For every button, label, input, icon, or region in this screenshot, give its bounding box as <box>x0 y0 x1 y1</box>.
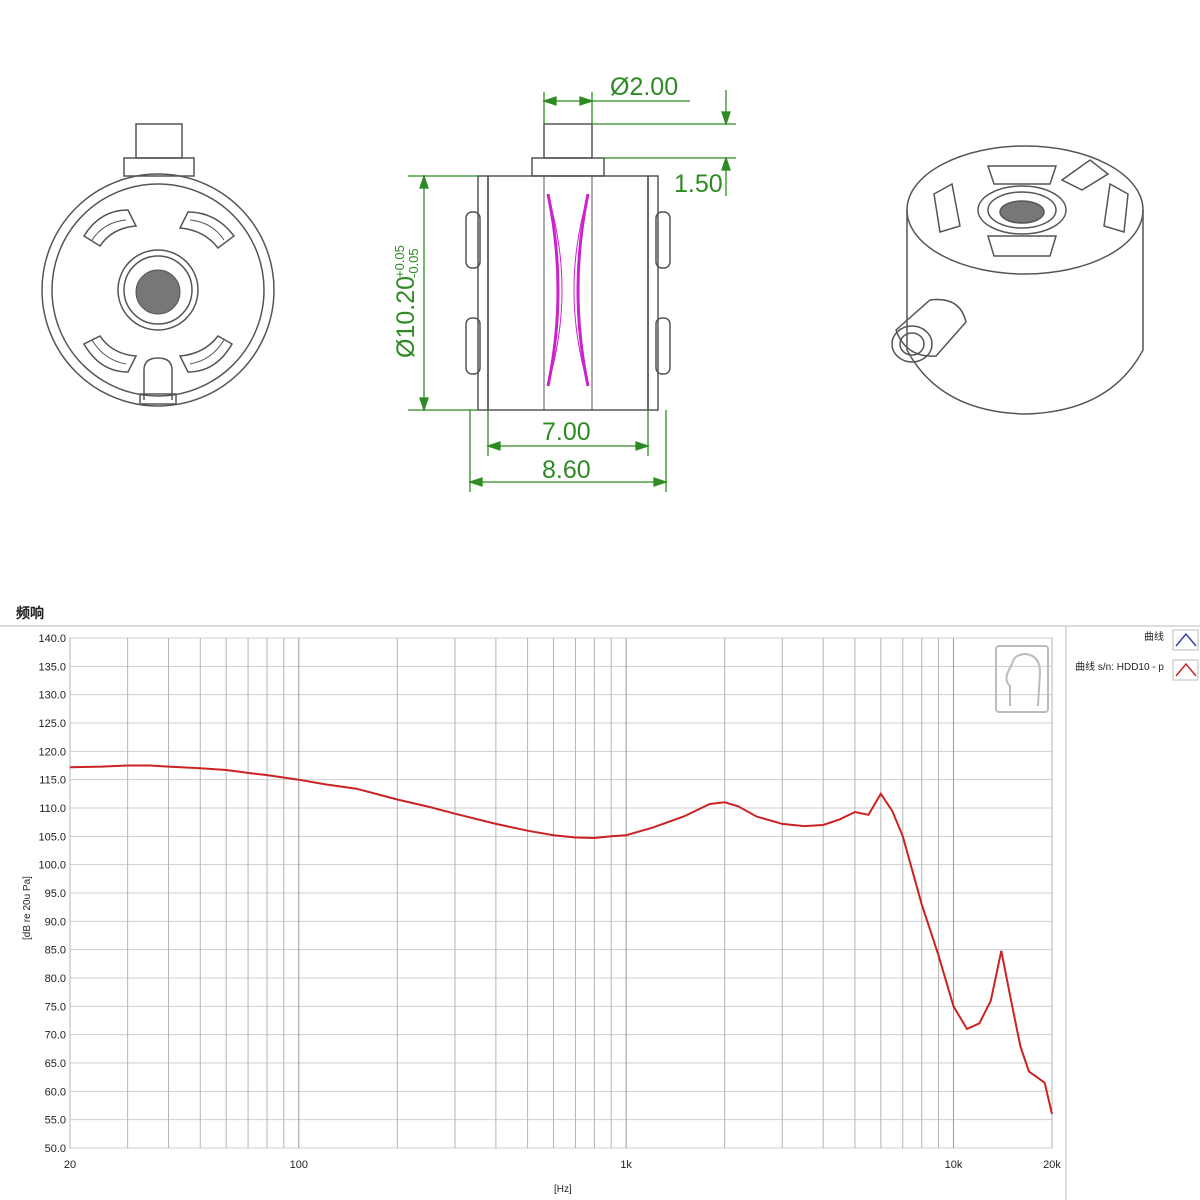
y-tick-labels: 50.0 55.0 60.0 65.0 70.0 75.0 80.0 85.0 90.0 95.0… <box>38 633 66 1155</box>
front-view <box>41 123 275 407</box>
y-tick-label: 95.0 <box>45 888 66 900</box>
legend-label-hdd10: 曲线 s/n: HDD10 - p <box>1075 660 1164 673</box>
outer-width-label: 8.60 <box>542 456 591 484</box>
y-tick-label: 110.0 <box>39 803 66 815</box>
frequency-response-chart: 频响 50.0 55.0 60.0 65.0 70.0 75.0 80.0 85.0 90.0 9… <box>0 560 1200 1200</box>
y-tick-label: 65.0 <box>45 1058 66 1070</box>
diameter-tol-plus: +0.05 <box>392 245 407 278</box>
legend-swatch-blue-icon <box>1175 632 1197 647</box>
y-tick-label: 115.0 <box>39 775 66 787</box>
pin-diameter-label: Ø2.00 <box>610 73 678 101</box>
x-tick-label: 100 <box>290 1159 308 1171</box>
x-tick-label: 20 <box>64 1159 76 1171</box>
y-tick-label: 130.0 <box>38 690 66 702</box>
inner-width-label: 7.00 <box>542 418 591 446</box>
grid-lines <box>69 637 1053 1149</box>
y-tick-label: 90.0 <box>45 916 66 928</box>
y-tick-label: 50.0 <box>45 1143 66 1155</box>
side-view <box>465 123 671 411</box>
legend: 曲线 曲线 s/n: HDD10 - p <box>1065 626 1199 1200</box>
x-tick-label: 1k <box>620 1159 632 1171</box>
pin-height-label: 1.50 <box>674 170 723 198</box>
y-tick-label: 100.0 <box>38 860 66 872</box>
y-tick-label: 105.0 <box>38 831 66 843</box>
y-tick-label: 60.0 <box>45 1086 66 1098</box>
legend-swatch-red-icon <box>1175 662 1197 677</box>
main-diameter-label: Ø10.20 <box>392 276 420 358</box>
y-tick-label: 80.0 <box>45 973 66 985</box>
technical-drawing: Ø2.00 1.50 Ø10.20 +0.05 -0.05 7.00 8.60 <box>41 73 1144 492</box>
y-tick-label: 85.0 <box>45 945 66 957</box>
chart-title: 频响 <box>16 605 44 621</box>
y-tick-label: 70.0 <box>45 1030 66 1042</box>
x-axis-label: [Hz] <box>554 1184 572 1195</box>
y-tick-label: 120.0 <box>38 746 66 758</box>
x-tick-labels: 20 100 1k 10k 20k <box>64 1159 1061 1171</box>
x-tick-label: 20k <box>1043 1159 1061 1171</box>
legend-label-curve: 曲线 <box>1144 630 1164 643</box>
diameter-tol-minus: -0.05 <box>406 248 421 278</box>
dimension-lines <box>408 90 736 492</box>
isometric-view <box>891 145 1144 415</box>
y-tick-label: 125.0 <box>38 718 66 730</box>
y-tick-label: 55.0 <box>45 1115 66 1127</box>
y-tick-label: 135.0 <box>38 661 66 673</box>
y-tick-label: 75.0 <box>45 1001 66 1013</box>
y-axis-label: [dB re 20u Pa] <box>22 876 33 940</box>
y-tick-label: 140.0 <box>38 633 66 645</box>
head-logo <box>995 645 1049 713</box>
series-line-hdd10 <box>69 764 1053 1115</box>
x-tick-label: 10k <box>945 1159 963 1171</box>
